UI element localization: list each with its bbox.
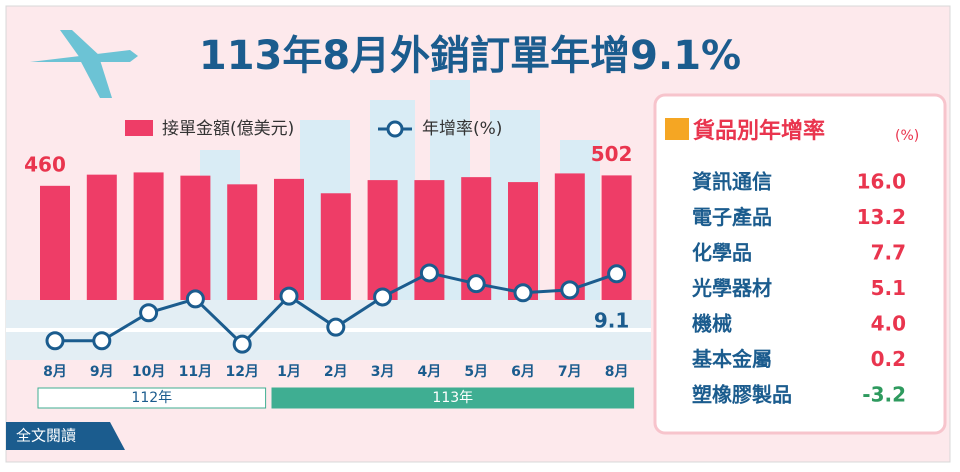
point [373,287,393,307]
row-name: 基本金屬 [692,347,772,371]
x-tick-label: 6月 [511,364,535,380]
legend-marker [386,120,404,138]
row-value: -3.2 [862,383,906,407]
bar [508,182,538,300]
point [279,286,299,306]
point [560,280,580,300]
x-tick-label: 7月 [558,364,582,380]
point [232,334,252,354]
point [607,264,627,284]
button-label[interactable]: 全文閱讀 [16,427,76,445]
point [419,263,439,283]
point [466,274,486,294]
x-tick-label: 8月 [605,364,629,380]
row-value: 4.0 [871,312,906,336]
row-value: 7.7 [871,241,906,265]
data-label: 502 [591,142,633,166]
x-tick-label: 11月 [179,364,212,380]
forklift-icon [665,118,689,140]
x-tick-label: 12月 [225,364,258,380]
bar [320,193,351,300]
x-tick-label: 8月 [43,364,67,380]
point [326,317,346,337]
bar [40,185,70,300]
side-unit: (%) [895,128,919,144]
row-name: 機械 [692,312,732,336]
point [139,303,159,323]
x-tick-label: 3月 [371,364,395,380]
button-bg[interactable] [6,422,125,450]
row-value: 13.2 [857,205,906,229]
point [513,283,533,303]
bar [86,174,117,300]
x-tick-label: 10月 [132,364,165,380]
bar [274,178,304,300]
x-tick-label: 9月 [90,364,114,380]
side-panel [653,93,947,435]
row-name: 資訊通信 [692,170,772,194]
x-tick-label: 1月 [277,364,301,380]
data-label: 460 [24,152,66,176]
point [185,289,205,309]
bar [367,180,398,300]
row-value: 5.1 [871,276,906,300]
x-tick-label: 4月 [418,364,442,380]
row-name: 電子產品 [692,205,772,229]
button[interactable]: 全文閱讀 [6,422,125,450]
legend-label: 接單金額(億美元) [162,119,294,139]
bar [227,184,258,300]
point [92,331,112,351]
row-name: 塑橡膠製品 [692,383,792,407]
side-title: 貨品別年增率 [693,118,825,144]
row-name: 化學品 [692,241,752,265]
point [45,331,65,351]
title: 113年8月外銷訂單年增9.1% [199,33,741,79]
legend-label: 年增率(%) [422,119,502,139]
row-value: 0.2 [871,347,906,371]
year-band [37,387,267,409]
legend-swatch [125,120,153,136]
row-value: 16.0 [857,170,906,194]
bar [133,172,164,300]
row-name: 光學器材 [691,276,772,300]
year-label: 113年 [432,390,473,406]
x-tick-label: 2月 [324,364,348,380]
bar [180,175,211,300]
bar [554,173,585,300]
year-label: 112年 [131,390,172,406]
airplane-icon [30,30,138,98]
x-tick-label: 5月 [464,364,488,380]
year-band [271,387,635,409]
data-label: 9.1 [594,308,629,332]
